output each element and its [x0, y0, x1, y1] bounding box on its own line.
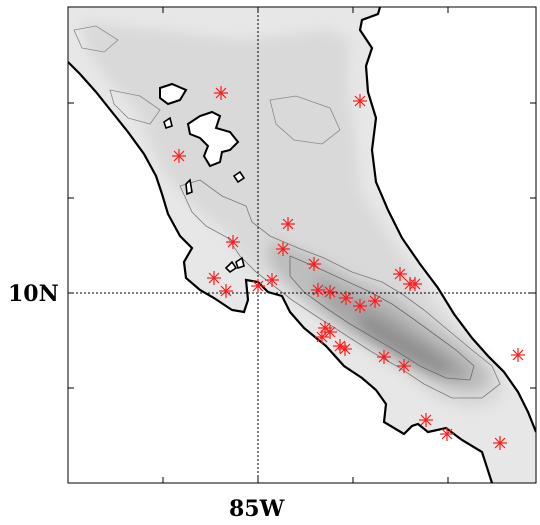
contour-line-5 [73, 25, 119, 53]
observation-marker [323, 325, 337, 339]
observation-marker [219, 284, 233, 298]
observation-marker [368, 294, 382, 308]
observation-marker [214, 86, 228, 100]
coastline [68, 7, 536, 483]
observation-marker [353, 94, 367, 108]
observation-marker [311, 283, 325, 297]
island-2 [186, 110, 240, 168]
observation-marker [511, 348, 525, 362]
observation-marker [338, 342, 352, 356]
observation-marker [419, 413, 433, 427]
island-7 [235, 256, 245, 270]
island-3 [163, 116, 173, 130]
observation-marker [408, 277, 422, 291]
island-4 [232, 170, 246, 184]
observation-marker [315, 330, 329, 344]
observation-marker [172, 149, 186, 163]
observation-marker [265, 273, 279, 287]
observation-marker [377, 350, 391, 364]
marker-layer [172, 86, 525, 450]
observation-marker [339, 291, 353, 305]
plot-frame [67, 6, 537, 484]
observation-marker [397, 359, 411, 373]
island-1 [159, 82, 188, 106]
contour-line-4 [269, 95, 341, 145]
observation-marker [251, 279, 265, 293]
observation-marker [353, 299, 367, 313]
observation-marker [207, 271, 221, 285]
observation-marker [307, 257, 321, 271]
observation-marker [281, 217, 295, 231]
observation-marker [440, 427, 454, 441]
contour-line-2 [289, 255, 475, 381]
latitude-label: 10N [8, 281, 59, 307]
longitude-label: 85W [229, 496, 285, 522]
observation-marker [323, 285, 337, 299]
contour-line-3 [109, 89, 161, 125]
shading-level-5 [360, 312, 452, 372]
contour-line-1 [179, 179, 501, 399]
observation-marker [276, 242, 290, 256]
observation-marker [493, 436, 507, 450]
observation-marker [393, 267, 407, 281]
island-5 [185, 178, 193, 196]
observation-marker [226, 235, 240, 249]
island-6 [224, 260, 238, 274]
axis-ticks [68, 7, 536, 483]
